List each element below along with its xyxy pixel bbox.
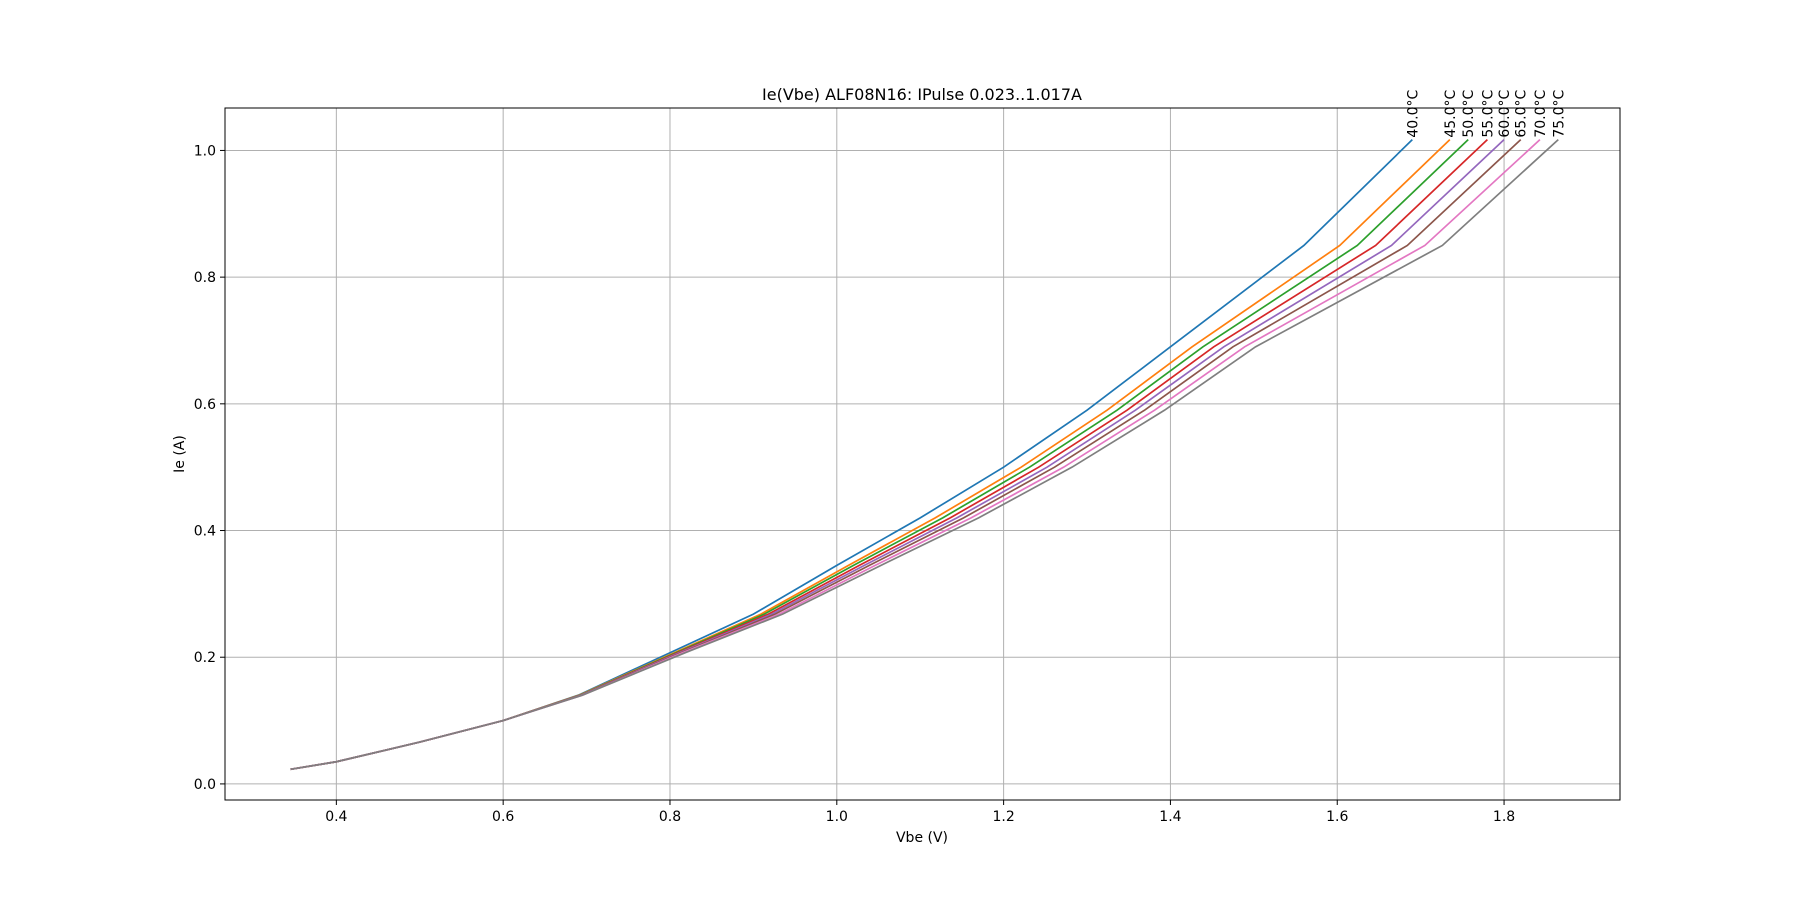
series-label: 55.0°C	[1480, 90, 1496, 138]
x-axis-label: Vbe (V)	[896, 830, 948, 846]
x-tick-label: 1.4	[1159, 809, 1181, 825]
series-label: 70.0°C	[1533, 90, 1549, 138]
series-label: 50.0°C	[1461, 90, 1477, 138]
series-line	[290, 139, 1559, 771]
x-tick-label: 1.8	[1493, 809, 1515, 825]
y-tick-label: 0.2	[194, 650, 216, 666]
series-label: 40.0°C	[1405, 90, 1421, 138]
x-tick-label: 1.6	[1326, 809, 1348, 825]
chart-title: Ie(Vbe) ALF08N16: IPulse 0.023..1.017A	[762, 85, 1082, 104]
series-label: 45.0°C	[1443, 90, 1459, 138]
y-tick-label: 1.0	[194, 143, 216, 159]
x-tick-label: 0.4	[325, 809, 347, 825]
series-label: 75.0°C	[1551, 90, 1567, 138]
y-tick-label: 0.4	[194, 524, 216, 540]
y-tick-label: 0.8	[194, 270, 216, 286]
series-label: 60.0°C	[1497, 90, 1513, 138]
y-axis-label: Ie (A)	[172, 435, 188, 473]
series-label: 65.0°C	[1514, 90, 1530, 138]
x-tick-label: 1.2	[992, 809, 1014, 825]
plot-frame	[224, 107, 1621, 801]
y-tick-label: 0.6	[194, 397, 216, 413]
x-tick-label: 1.0	[826, 809, 848, 825]
y-tick-label: 0.0	[194, 777, 216, 793]
x-tick-label: 0.6	[492, 809, 514, 825]
x-tick-label: 0.8	[659, 809, 681, 825]
